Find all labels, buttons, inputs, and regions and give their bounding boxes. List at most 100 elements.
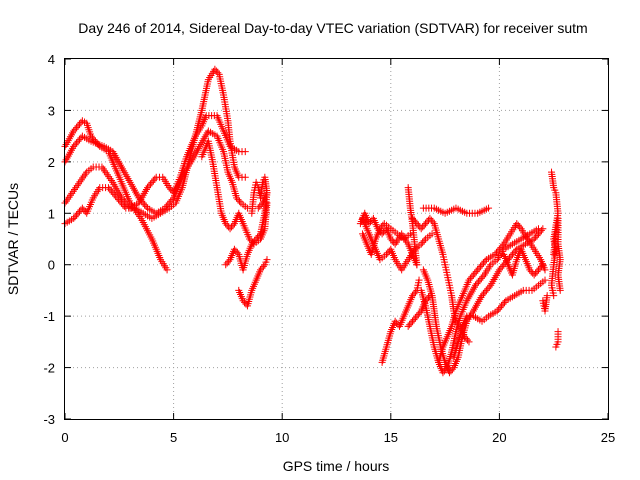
data-point bbox=[233, 194, 241, 202]
data-point bbox=[89, 134, 97, 142]
chart-title: Day 246 of 2014, Sidereal Day-to-day VTE… bbox=[78, 20, 587, 36]
x-tick-label: 15 bbox=[384, 430, 398, 445]
data-point bbox=[422, 220, 430, 228]
data-point bbox=[70, 127, 78, 135]
data-point bbox=[493, 307, 501, 315]
data-point bbox=[410, 216, 418, 224]
data-point bbox=[71, 141, 79, 149]
data-point bbox=[494, 247, 502, 255]
y-tick-label: -3 bbox=[43, 412, 55, 427]
data-point bbox=[445, 369, 453, 377]
data-point bbox=[507, 252, 515, 260]
data-point bbox=[409, 214, 417, 222]
tick-labels: 0 5 10 15 20 25 -3 -2 -1 0 1 2 3 4 bbox=[43, 52, 615, 445]
data-point bbox=[74, 137, 82, 145]
data-point bbox=[429, 218, 437, 226]
data-point bbox=[212, 67, 220, 75]
data-point bbox=[117, 199, 125, 207]
data-point bbox=[107, 187, 115, 195]
data-point bbox=[73, 139, 81, 147]
data-point bbox=[235, 197, 243, 205]
data-point bbox=[167, 197, 175, 205]
data-point bbox=[388, 237, 396, 245]
data-point bbox=[376, 225, 384, 233]
data-point bbox=[367, 218, 375, 226]
data-point bbox=[516, 223, 524, 231]
data-point bbox=[106, 185, 114, 193]
data-point bbox=[410, 290, 418, 298]
data-point bbox=[407, 319, 415, 327]
data-point bbox=[365, 220, 373, 228]
data-point bbox=[211, 65, 219, 73]
data-point bbox=[497, 264, 505, 272]
data-point bbox=[259, 262, 267, 270]
data-point bbox=[499, 300, 507, 308]
y-tick-label: 4 bbox=[48, 52, 55, 67]
data-point bbox=[462, 334, 470, 342]
data-point bbox=[74, 122, 82, 130]
data-point bbox=[142, 202, 150, 210]
data-point bbox=[469, 271, 477, 279]
data-point bbox=[474, 266, 482, 274]
data-point bbox=[410, 316, 418, 324]
grid bbox=[65, 59, 608, 419]
data-point bbox=[533, 232, 541, 240]
data-point bbox=[168, 196, 176, 204]
data-point bbox=[119, 201, 127, 209]
data-point bbox=[534, 266, 542, 274]
data-point bbox=[255, 232, 263, 240]
y-tick-label: -2 bbox=[43, 361, 55, 376]
data-point bbox=[440, 367, 448, 375]
data-point bbox=[225, 257, 233, 265]
data-point bbox=[75, 120, 83, 128]
data-point bbox=[513, 220, 521, 228]
data-point bbox=[116, 197, 124, 205]
data-point bbox=[478, 292, 486, 300]
y-tick-label: 3 bbox=[48, 103, 55, 118]
data-point bbox=[474, 278, 482, 286]
data-point bbox=[448, 365, 456, 373]
data-point bbox=[233, 249, 241, 257]
data-point bbox=[466, 274, 474, 282]
data-point bbox=[536, 228, 544, 236]
data-point bbox=[148, 178, 156, 186]
data-point bbox=[249, 238, 257, 246]
data-point bbox=[477, 274, 485, 282]
data-point bbox=[382, 250, 390, 258]
data-point bbox=[411, 288, 419, 296]
data-point bbox=[530, 235, 538, 243]
x-tick-label: 5 bbox=[170, 430, 177, 445]
data-point bbox=[248, 240, 256, 248]
data-point bbox=[384, 249, 392, 257]
data-point bbox=[110, 190, 118, 198]
data-point bbox=[234, 196, 242, 204]
data-point bbox=[109, 189, 117, 197]
data-point bbox=[241, 173, 249, 181]
data-point bbox=[427, 216, 435, 224]
data-point bbox=[115, 196, 123, 204]
data-point bbox=[387, 235, 395, 243]
data-point bbox=[228, 223, 236, 231]
data-point bbox=[113, 194, 121, 202]
data-point bbox=[141, 201, 149, 209]
data-point bbox=[214, 69, 222, 77]
data-point bbox=[530, 271, 538, 279]
data-point bbox=[479, 290, 487, 298]
data-point bbox=[539, 261, 547, 269]
data-point bbox=[413, 220, 421, 228]
data-point bbox=[514, 221, 522, 229]
data-point bbox=[230, 245, 238, 253]
data-point bbox=[532, 233, 540, 241]
data-point bbox=[112, 192, 120, 200]
data-point bbox=[409, 317, 417, 325]
data-point bbox=[223, 259, 231, 267]
data-point bbox=[73, 211, 81, 219]
data-point bbox=[420, 221, 428, 229]
data-point bbox=[464, 336, 472, 344]
data-point bbox=[496, 304, 504, 312]
data-point bbox=[120, 202, 128, 210]
data-point bbox=[426, 214, 434, 222]
data-point bbox=[428, 230, 436, 238]
data-point bbox=[226, 225, 234, 233]
